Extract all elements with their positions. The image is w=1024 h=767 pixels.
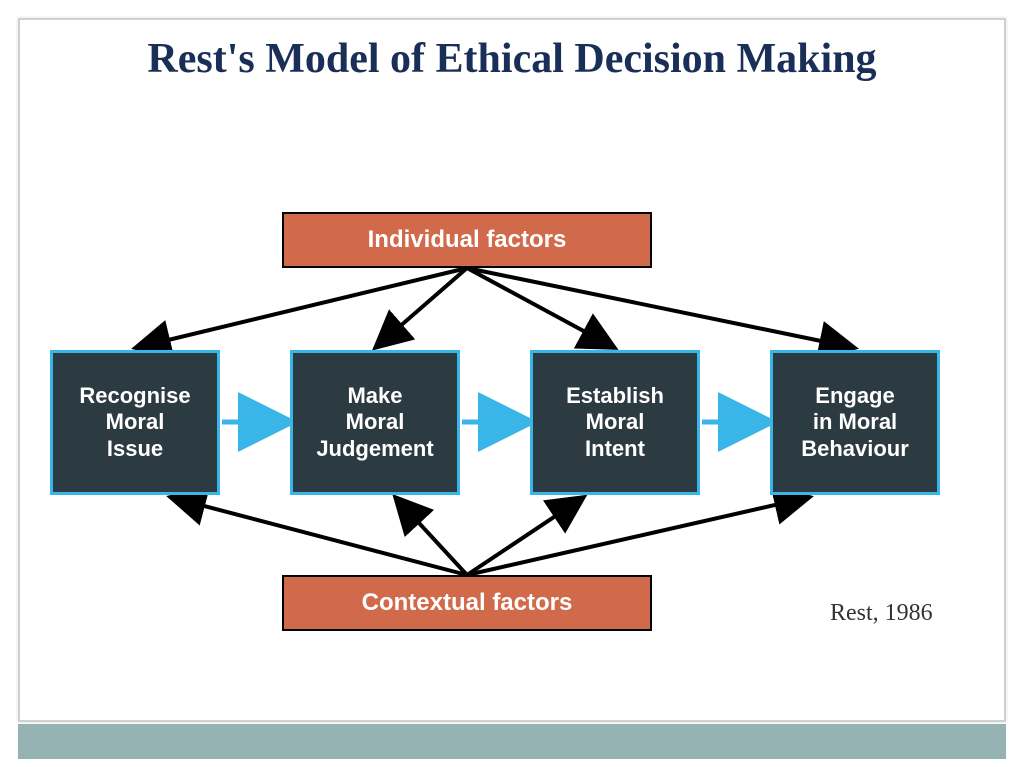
slide-title: Rest's Model of Ethical Decision Making [0,35,1024,83]
stage-box-3: Engage in Moral Behaviour [770,350,940,495]
individual-factors-box: Individual factors [282,212,652,268]
stage-box-0: Recognise Moral Issue [50,350,220,495]
stage-box-1: Make Moral Judgement [290,350,460,495]
citation: Rest, 1986 [830,600,933,627]
stage-box-2: Establish Moral Intent [530,350,700,495]
bottom-bar [18,724,1006,759]
contextual-factors-box: Contextual factors [282,575,652,631]
